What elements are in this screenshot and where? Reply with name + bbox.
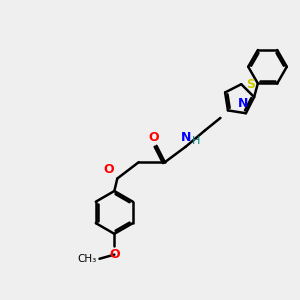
Text: N: N: [181, 131, 191, 144]
Text: O: O: [103, 163, 114, 176]
Text: O: O: [109, 248, 120, 261]
Text: O: O: [149, 131, 160, 144]
Text: N: N: [238, 97, 249, 110]
Text: CH₃: CH₃: [78, 254, 97, 264]
Text: S: S: [246, 78, 255, 91]
Text: H: H: [192, 136, 201, 146]
